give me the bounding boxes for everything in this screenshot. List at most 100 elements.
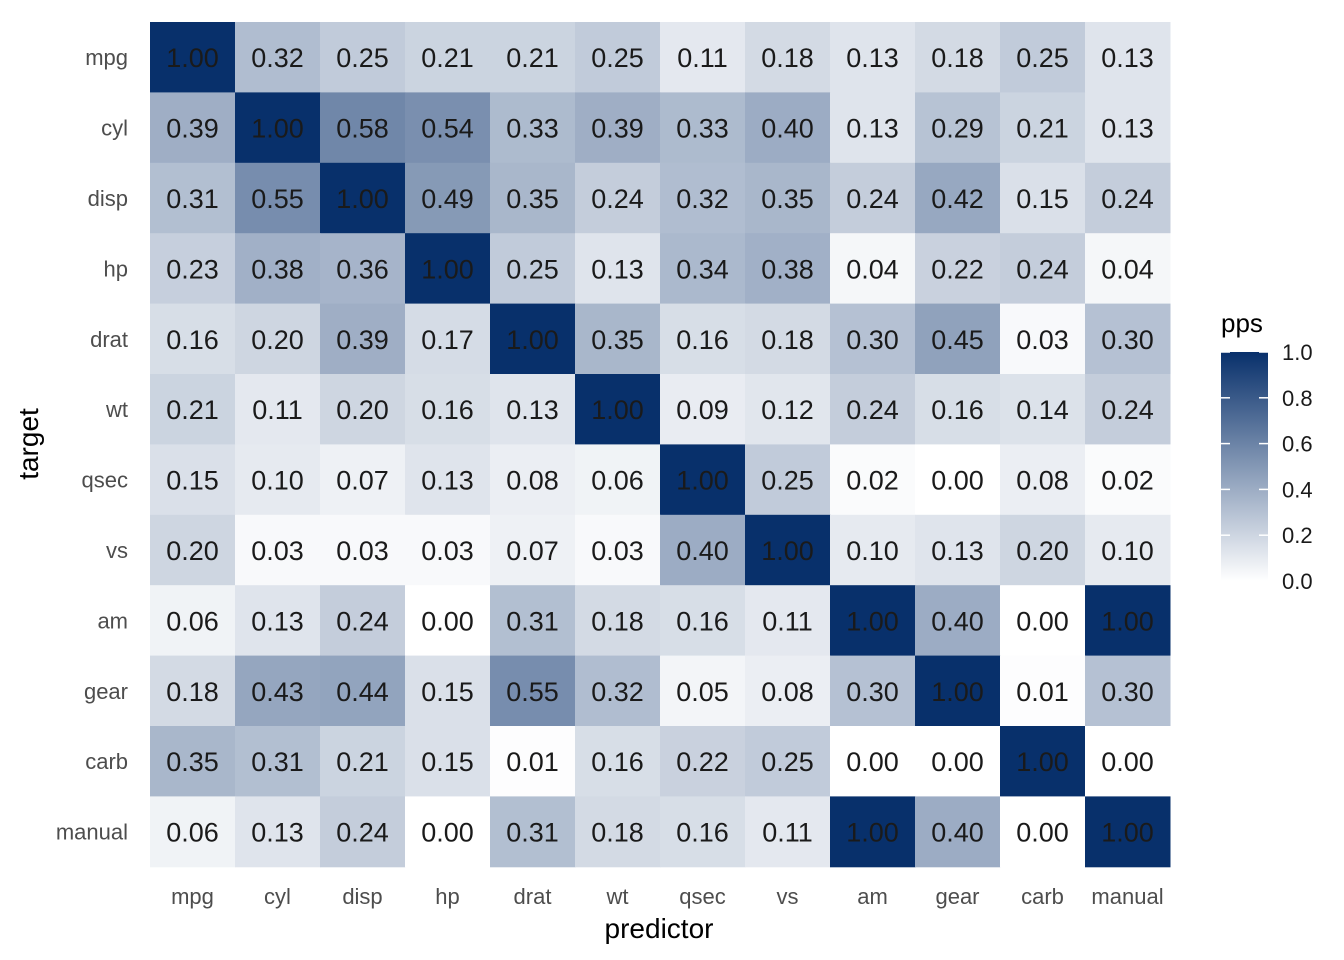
cell-value-label: 0.42 [931,184,984,214]
x-tick-label: mpg [171,884,214,909]
heatmap-cell-mpg-cyl [235,22,321,93]
cell-value-label: 0.09 [676,395,729,425]
cell-value-label: 0.55 [251,184,304,214]
heatmap-cell-wt-drat [490,374,576,445]
heatmap-cell-qsec-carb [1000,444,1086,516]
cell-value-label: 0.33 [676,114,729,144]
cell-value-label: 0.40 [676,536,729,566]
cell-value-label: 0.06 [166,606,219,636]
heatmap-cell-drat-cyl [235,303,321,375]
heatmap-cell-wt-vs [745,374,831,445]
heatmap-cell-gear-mpg [150,655,236,727]
heatmap-cell-manual-cyl [235,796,321,868]
heatmap-cell-hp-vs [745,233,831,305]
cell-value-label: 0.21 [166,395,219,425]
heatmap-cell-manual-disp [320,796,406,868]
heatmap-cell-drat-wt [575,303,661,375]
heatmap-cell-hp-cyl [235,233,321,305]
cell-value-label: 0.00 [846,747,899,777]
heatmap-cell-drat-gear [915,303,1001,375]
heatmap-cell-vs-gear [915,514,1001,586]
y-tick-label: disp [88,186,128,211]
cell-value-label: 0.04 [846,254,899,284]
x-tick-label: am [857,884,888,909]
heatmap-cell-qsec-hp [405,444,491,516]
heatmap-cell-hp-qsec [660,233,746,305]
cell-value-label: 0.15 [421,677,474,707]
cell-value-label: 1.00 [251,114,304,144]
heatmap-cell-hp-manual [1085,233,1171,305]
cell-value-label: 0.20 [1016,536,1069,566]
cell-value-label: 0.00 [931,747,984,777]
cell-value-label: 0.13 [846,114,899,144]
cell-value-label: 0.31 [506,606,559,636]
cell-value-label: 0.08 [761,677,814,707]
heatmap-cell-carb-am [830,726,916,797]
heatmap-cell-am-disp [320,585,406,657]
legend-tick-label: 0.0 [1282,569,1313,594]
cell-value-label: 0.30 [846,677,899,707]
cell-value-label: 0.06 [591,466,644,496]
heatmap-cell-vs-vs [745,514,831,586]
heatmap-cell-disp-drat [490,162,576,234]
cell-value-label: 1.00 [506,325,559,355]
cell-value-label: 0.24 [1101,184,1154,214]
heatmap-cell-cyl-gear [915,92,1001,164]
x-tick-label: wt [606,884,629,909]
legend-tick-label: 0.2 [1282,523,1313,548]
cell-value-label: 0.35 [591,325,644,355]
heatmap-cell-disp-wt [575,162,661,234]
cell-value-label: 0.35 [166,747,219,777]
cell-value-label: 1.00 [336,184,389,214]
heatmap-cell-mpg-wt [575,22,661,93]
heatmap-cell-cyl-carb [1000,92,1086,164]
cell-value-label: 1.00 [1101,818,1154,848]
y-tick-label: cyl [101,116,128,141]
color-legend: pps 0.0 0.2 0.4 0.6 0.8 1.0 [1221,308,1313,594]
heatmap-cell-qsec-wt [575,444,661,516]
cells-layer [150,22,1171,868]
heatmap-cell-hp-gear [915,233,1001,305]
heatmap-cell-vs-mpg [150,514,236,586]
heatmap-cell-qsec-disp [320,444,406,516]
heatmap-cell-cyl-vs [745,92,831,164]
cell-value-label: 0.30 [846,325,899,355]
heatmap-cell-qsec-manual [1085,444,1171,516]
cell-value-label: 0.00 [421,606,474,636]
cell-value-label: 0.16 [931,395,984,425]
y-tick-label: wt [105,397,128,422]
cell-value-label: 0.44 [336,677,389,707]
heatmap-cell-drat-mpg [150,303,236,375]
y-tick-label: drat [90,327,128,352]
cell-value-label: 0.18 [166,677,219,707]
heatmap-cell-carb-drat [490,726,576,797]
heatmap-cell-hp-am [830,233,916,305]
heatmap-cell-cyl-drat [490,92,576,164]
cell-value-label: 0.25 [761,466,814,496]
heatmap-cell-qsec-am [830,444,916,516]
cell-value-label: 0.29 [931,114,984,144]
heatmap-cell-hp-drat [490,233,576,305]
heatmap-cell-drat-drat [490,303,576,375]
cell-value-label: 0.34 [676,254,729,284]
heatmap-cell-carb-qsec [660,726,746,797]
cell-value-label: 0.25 [761,747,814,777]
x-tick-label: qsec [679,884,725,909]
heatmap-cell-gear-gear [915,655,1001,727]
x-tick-label: cyl [264,884,291,909]
cell-value-label: 0.11 [677,43,728,73]
heatmap-cell-am-qsec [660,585,746,657]
heatmap-cell-wt-disp [320,374,406,445]
heatmap-cell-carb-manual [1085,726,1171,797]
cell-value-label: 0.13 [506,395,559,425]
heatmap-cell-disp-manual [1085,162,1171,234]
cell-value-label: 1.00 [761,536,814,566]
heatmap-cell-disp-vs [745,162,831,234]
heatmap-cell-mpg-gear [915,22,1001,93]
cell-value-label: 0.22 [676,747,729,777]
cell-value-label: 0.20 [336,395,389,425]
cell-value-label: 0.35 [506,184,559,214]
cell-value-label: 0.01 [1016,677,1069,707]
